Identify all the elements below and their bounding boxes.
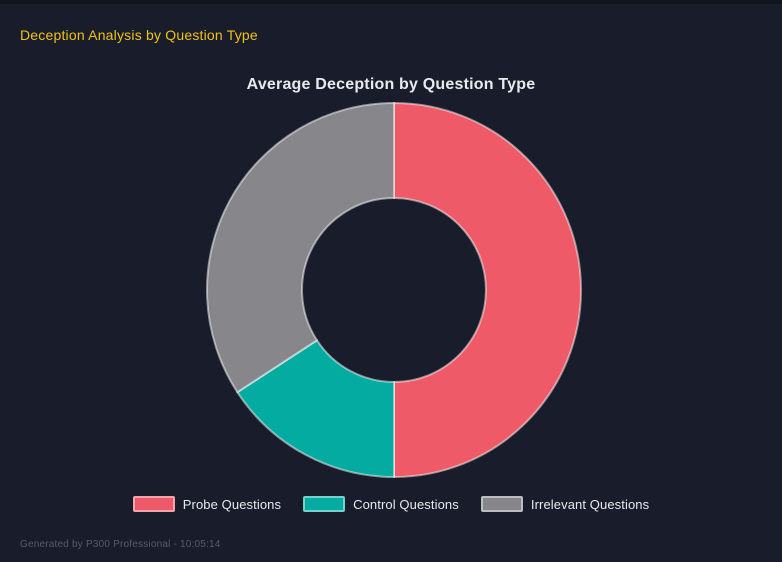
chart-title: Average Deception by Question Type — [246, 76, 536, 93]
donut-segment-probe-questions[interactable] — [393, 101, 582, 479]
legend-item-irrelevant-questions[interactable]: Irrelevant Questions — [480, 496, 650, 512]
legend-item-probe-questions[interactable]: Probe Questions — [132, 496, 282, 512]
legend-swatch — [480, 496, 523, 512]
top-border-band — [0, 0, 782, 4]
page-title: Deception Analysis by Question Type — [20, 27, 258, 43]
footer-note: Generated by P300 Professional - 10:05:1… — [20, 539, 221, 550]
doughnut-chart — [206, 101, 582, 479]
legend-swatch — [303, 496, 346, 512]
legend-label: Irrelevant Questions — [530, 496, 650, 512]
donut-segment-control-questions[interactable] — [235, 338, 395, 479]
chart-legend: Probe Questions Control Questions Irrele… — [0, 496, 782, 512]
donut-segment-irrelevant-questions[interactable] — [206, 101, 395, 394]
legend-label: Probe Questions — [182, 496, 282, 512]
legend-label: Control Questions — [353, 496, 459, 512]
legend-item-control-questions[interactable]: Control Questions — [303, 496, 459, 512]
legend-swatch — [132, 496, 175, 512]
